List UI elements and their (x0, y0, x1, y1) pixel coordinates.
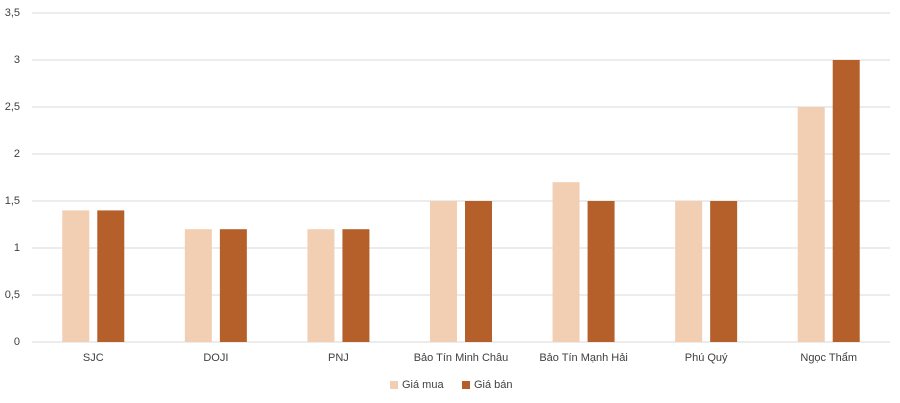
y-tick-label: 1 (14, 242, 20, 254)
legend-label: Giá bán (474, 379, 513, 391)
y-tick-label: 2,5 (5, 101, 20, 113)
y-tick-label: 2 (14, 148, 20, 160)
bar (797, 107, 825, 342)
bar (430, 201, 457, 342)
y-tick-label: 1,5 (5, 195, 20, 207)
bar (307, 229, 335, 342)
bar (587, 201, 615, 342)
bar (342, 229, 370, 342)
y-tick-label: 0,5 (5, 289, 20, 301)
y-tick-label: 0 (14, 336, 20, 348)
x-tick-label: DOJI (203, 352, 228, 364)
x-tick-label: Bảo Tín Mạnh Hải (539, 352, 627, 364)
bar (552, 182, 580, 342)
bar (184, 229, 212, 342)
y-tick-label: 3,5 (5, 7, 20, 19)
legend-swatch (390, 381, 398, 389)
bar (62, 210, 90, 342)
bar (465, 201, 492, 342)
x-tick-label: Ngọc Thẩm (800, 352, 857, 364)
legend-swatch (462, 381, 470, 389)
bar (219, 229, 247, 342)
y-tick-label: 3 (14, 54, 20, 66)
bar (675, 201, 703, 342)
x-tick-label: Bảo Tín Minh Châu (414, 352, 509, 364)
bar (97, 210, 125, 342)
x-tick-label: PNJ (328, 352, 349, 364)
bar (832, 60, 860, 342)
bar (710, 201, 738, 342)
x-tick-label: SJC (83, 352, 104, 364)
legend-label: Giá mua (402, 379, 444, 391)
x-tick-label: Phú Quý (685, 352, 728, 364)
